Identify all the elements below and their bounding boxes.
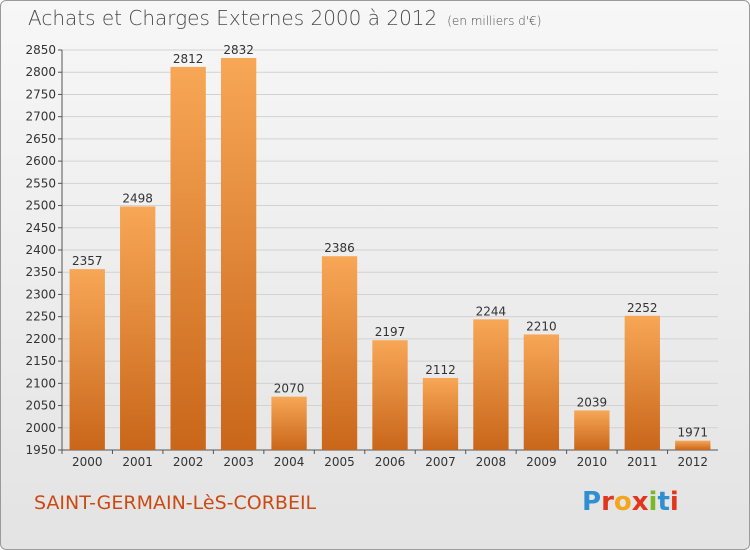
bar-2010 [574,410,610,450]
x-tick-label-2011: 2011 [627,455,658,469]
y-tick-label: 2150 [25,354,56,368]
x-tick-label-2005: 2005 [324,455,355,469]
data-label-2006: 2197 [375,325,406,339]
bar-2002 [170,66,206,450]
logo-letter: o [613,487,632,517]
bar-2012 [675,440,711,450]
x-tick-label-2007: 2007 [425,455,456,469]
data-label-2000: 2357 [72,254,103,268]
chart-title-text: Achats et Charges Externes 2000 à 2012 [28,6,438,30]
y-tick-label: 2750 [25,87,56,101]
data-label-2005: 2386 [324,241,355,255]
x-tick-label-2006: 2006 [375,455,406,469]
y-tick-label: 2300 [25,287,56,301]
x-tick-labels: 2000 2001 2002 2003 2004 2005 2006 2007 2008 2009… [61,450,708,469]
y-tick-label: 2100 [25,376,56,390]
bar-2004 [271,396,307,450]
x-tick-label-2010: 2010 [577,455,608,469]
y-tick-label: 2650 [25,132,56,146]
data-label-2008: 2244 [476,304,507,318]
bar-2003 [220,58,257,450]
y-tick-label: 2600 [25,154,56,168]
data-label-2012: 1971 [677,426,708,440]
logo-letter: x [631,487,649,517]
data-label-2010: 2039 [577,395,608,409]
logo-letter: r [601,487,614,517]
bar-2001 [120,206,156,450]
y-tick-label: 2550 [25,176,56,190]
data-labels: 2357 2498 2812 2832 2070 2386 2197 2112 2244 2210… [72,43,708,440]
x-tick-label-2003: 2003 [223,455,254,469]
data-label-2009: 2210 [526,319,557,333]
y-tick-label: 2000 [25,421,56,435]
logo-letter: t [657,487,670,517]
bar-2009 [523,334,560,450]
y-tick-label: 2450 [25,221,56,235]
x-tick-label-2009: 2009 [526,455,557,469]
x-tick-label-2008: 2008 [476,455,507,469]
chart-subtitle: (en milliers d'€) [447,14,542,28]
bar-2006 [372,340,408,450]
data-label-2004: 2070 [274,382,305,396]
bar-2000 [69,269,105,450]
y-tick-label: 1950 [25,443,56,457]
y-tick-labels: 1950 2000 2050 2100 2150 2200 2250 2300 2350 2400… [25,43,56,457]
data-label-2007: 2112 [425,363,456,377]
y-tick-label: 2700 [25,110,56,124]
town-name: SAINT-GERMAIN-LèS-CORBEIL [34,492,317,514]
data-label-2011: 2252 [627,301,658,315]
x-tick-label-2001: 2001 [122,455,153,469]
bar-2007 [422,378,459,450]
y-tick-label: 2400 [25,243,56,257]
y-tick-label: 2800 [25,65,56,79]
data-label-2002: 2812 [173,52,204,66]
y-tick-label: 2500 [25,199,56,213]
x-tick-label-2000: 2000 [72,455,103,469]
chart-title: Achats et Charges Externes 2000 à 2012 (e… [28,6,541,30]
bar-2011 [624,315,660,450]
proxiti-logo: Proxiti [582,487,679,517]
x-tick-label-2004: 2004 [274,455,305,469]
bars [69,58,711,450]
bar-2008 [473,319,509,450]
logo-letter: P [582,487,602,517]
x-tick-label-2012: 2012 [677,455,708,469]
y-tick-label: 2200 [25,332,56,346]
bar-2005 [321,256,358,450]
y-tick-label: 2850 [25,43,56,57]
y-tick-label: 2350 [25,265,56,279]
logo-letter: i [648,487,658,517]
y-tick-label: 2050 [25,399,56,413]
y-tick-label: 2250 [25,310,56,324]
data-label-2003: 2832 [223,43,254,57]
logo-letter: i [669,487,679,517]
data-label-2001: 2498 [122,191,153,205]
x-tick-label-2002: 2002 [173,455,204,469]
